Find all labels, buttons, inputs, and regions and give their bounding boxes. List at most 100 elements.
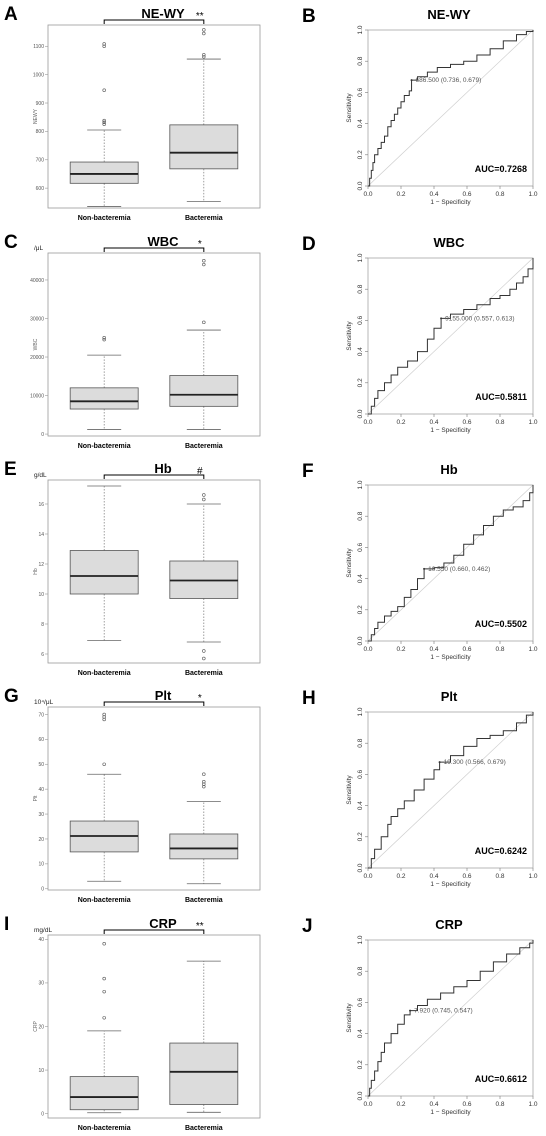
category-label: Bacteremia (185, 1125, 223, 1132)
x-tick-label: 0.6 (462, 873, 471, 880)
x-axis-label: 1 − Specificity (430, 881, 471, 888)
outlier-point (102, 712, 106, 717)
category-label: Non-bacteremia (78, 443, 131, 450)
y-tick-label: 0.4 (357, 801, 364, 810)
threshold-point (409, 1009, 412, 1012)
category-label: Non-bacteremia (78, 215, 131, 222)
chart-svg: 0.00.0 0.2 0.2 0.4 0.4 0.6 0.6 0.8 0.8 1.0 1.0 1 − … (346, 935, 538, 1116)
y-tick-label: 0.6 (357, 316, 364, 325)
y-tick-label: 0.6 (357, 770, 364, 779)
outlier-point (102, 44, 106, 48)
x-tick-label: 0.2 (396, 646, 405, 653)
auc-label: AUC=0.6242 (475, 846, 527, 856)
chart-svg: /μL WBC 0 10000 20000 30000 40000 Non-bacteremi… (30, 239, 261, 450)
box-1 (169, 28, 239, 202)
x-tick-label: 0.0 (363, 419, 372, 426)
y-tick-label: 0.0 (357, 181, 364, 190)
outlier-point (202, 262, 206, 267)
auc-label: AUC=0.5502 (475, 619, 527, 629)
box-1 (169, 493, 239, 661)
x-axis-label: 1 − Specificity (430, 654, 471, 661)
threshold-point (438, 761, 441, 764)
y-tick-label: 0 (41, 432, 44, 438)
outlier-point (102, 120, 106, 125)
panel-title: NE-WY (427, 7, 471, 22)
unit-label: 10⁴/μL (34, 699, 54, 706)
plot-frame (47, 252, 261, 437)
outlier-point (202, 55, 206, 59)
y-tick-label: 12 (38, 562, 44, 568)
y-tick-label: 0.0 (357, 636, 364, 645)
y-tick-label: 30 (38, 812, 44, 818)
y-tick-label: 0.8 (357, 738, 364, 747)
chart-svg: mg/dL CRP 0 10 20 30 40 Non-bacteremia Bacteremi… (33, 921, 261, 1132)
x-tick-label: 0.8 (495, 1101, 504, 1108)
y-tick-label: 0.4 (357, 347, 364, 356)
y-tick-label: 0.2 (357, 1060, 364, 1069)
x-tick-label: 1.0 (528, 191, 537, 198)
roc-curve (368, 940, 534, 1097)
x-tick-label: 0.2 (396, 191, 405, 198)
y-tick-label: 0.2 (357, 378, 364, 387)
unit-label: g/dL (34, 472, 47, 479)
boxplot-panel-g: G Plt 10⁴/μL Plt 0 10 20 30 40 50 60 70 Non-bacterem… (0, 682, 546, 908)
outlier-point (102, 88, 106, 92)
y-tick-label: 6 (41, 652, 44, 658)
threshold-annotation: 9155.000 (0.557, 0.613) (445, 315, 514, 322)
x-tick-label: 0.4 (429, 1101, 438, 1108)
roc-panel-h: H Plt 0.0 0.0 0.2 0.2 0.4 0.4 0.6 0.6 0.8 0.8 1.0 1.0… (0, 682, 546, 908)
unit-label: mg/dL (34, 927, 52, 934)
x-tick-label: 0.2 (396, 1101, 405, 1108)
y-axis-label: Hb (33, 568, 39, 575)
outlier-point (102, 122, 106, 127)
category-label: Non-bacteremia (78, 897, 131, 904)
y-tick-label: 20 (38, 1024, 44, 1030)
y-tick-label: 10 (38, 592, 44, 598)
outlier-point (102, 762, 106, 766)
chart-svg: g/dL Hb 6 8 10 12 14 16 Non-bacteremia Bacteremia… (33, 466, 261, 677)
outlier-point (202, 320, 206, 325)
significance-bracket (103, 247, 205, 252)
x-tick-label: 0.4 (429, 419, 438, 426)
y-tick-label: 14 (38, 532, 44, 538)
x-tick-label: 0.2 (396, 419, 405, 426)
y-tick-label: 40000 (30, 278, 44, 284)
panel-title: WBC (433, 235, 465, 250)
outlier-point (102, 976, 106, 981)
y-tick-label: 700 (36, 158, 45, 164)
x-tick-label: 0.8 (495, 191, 504, 198)
y-tick-label: 10 (38, 862, 44, 868)
roc-curve (368, 30, 534, 187)
iqr-box (169, 375, 239, 407)
x-tick-label: 1.0 (528, 873, 537, 880)
boxplot-panel-c: C WBC/μL WBC 0 10000 20000 30000 40000 Non-bacte… (0, 228, 546, 454)
y-tick-label: 0.0 (357, 409, 364, 418)
panel-letter: F (302, 461, 314, 482)
outlier-point (102, 717, 106, 722)
y-axis-label: Sensitivity (346, 1003, 353, 1033)
category-label: Bacteremia (185, 443, 223, 450)
y-tick-label: 10 (38, 1068, 44, 1074)
panel-letter: A (4, 4, 18, 25)
y-tick-label: 0.8 (357, 56, 364, 65)
y-axis-label: CRP (33, 1021, 39, 1032)
y-axis-label: Sensitivity (346, 321, 353, 351)
threshold-point (410, 79, 413, 82)
y-tick-label: 70 (38, 712, 44, 718)
reference-diagonal (367, 711, 534, 869)
x-tick-label: 0.8 (495, 873, 504, 880)
x-tick-label: 0.6 (462, 419, 471, 426)
x-axis-label: 1 − Specificity (430, 199, 471, 206)
y-axis-label: Sensitivity (346, 775, 353, 805)
boxplot-panel-a: A NE-WY NEWY 600 700 800 900 1000 1100 Non-bacter… (0, 0, 546, 226)
y-tick-label: 20 (38, 837, 44, 843)
significance-marker: ** (196, 11, 204, 22)
threshold-point (423, 567, 426, 570)
unit-label: /μL (34, 245, 44, 252)
y-tick-label: 1.0 (357, 480, 364, 489)
panel-title: Plt (440, 689, 458, 704)
y-axis-label: Sensitivity (346, 93, 353, 123)
y-axis-label: Plt (33, 795, 39, 801)
y-tick-label: 0.8 (357, 284, 364, 293)
y-tick-label: 1100 (33, 44, 44, 50)
